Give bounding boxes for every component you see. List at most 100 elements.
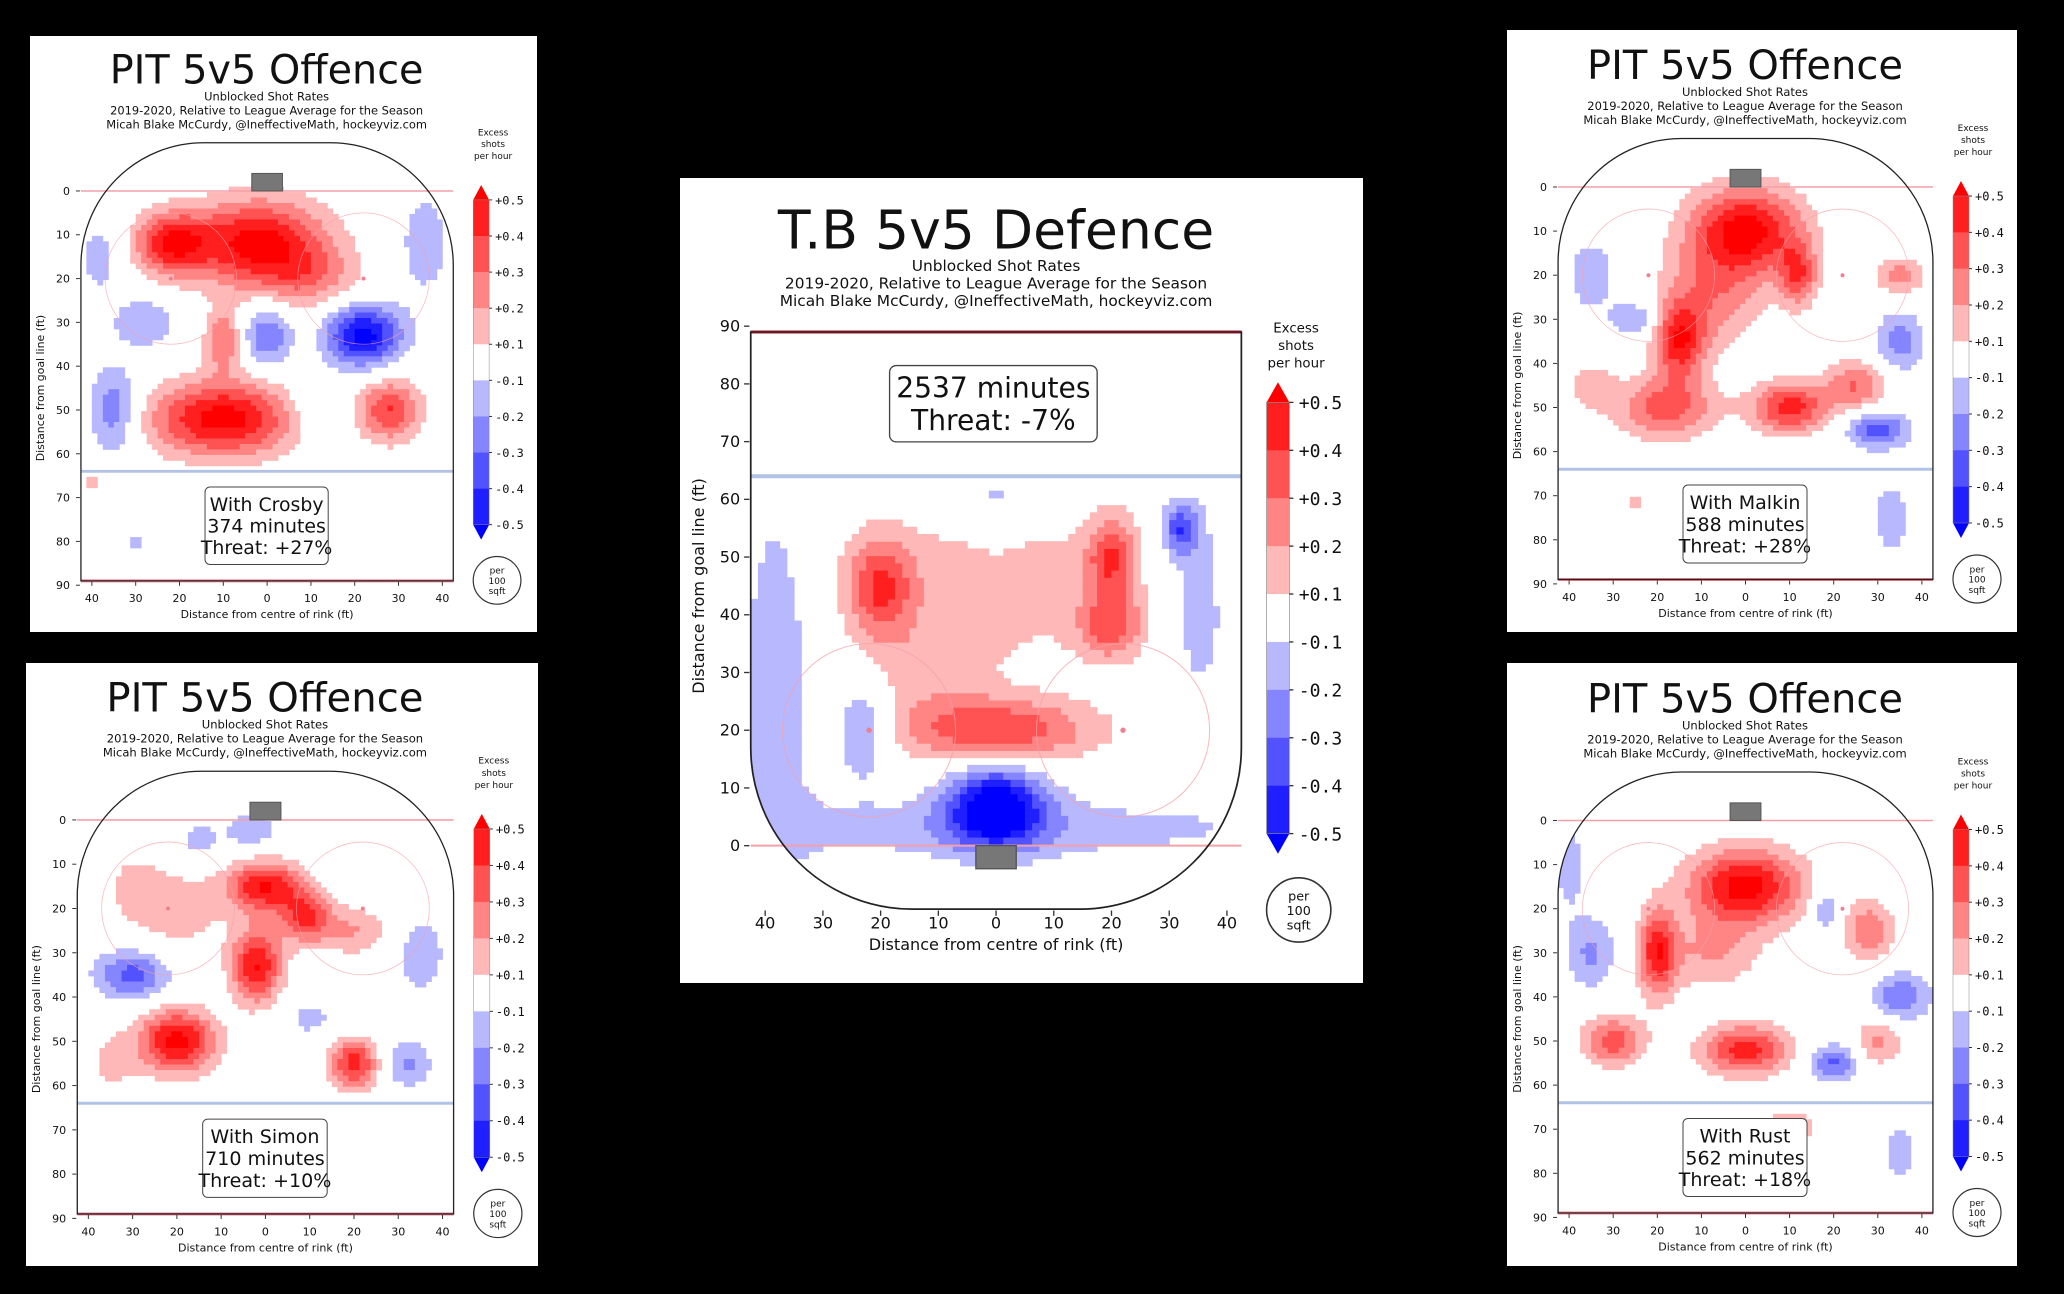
heat-cell	[1613, 320, 1647, 327]
heat-cell	[270, 992, 277, 999]
heat-cell	[320, 892, 333, 899]
heat-cell	[1712, 854, 1779, 861]
heat-cell	[1032, 735, 1076, 744]
heat-cell	[289, 213, 312, 220]
heat-cell	[931, 851, 983, 860]
heat-cell	[1855, 926, 1884, 933]
heat-cell	[1734, 1025, 1757, 1032]
heat-cell	[152, 235, 164, 242]
heat-cell	[1024, 815, 1040, 824]
heat-cell	[276, 981, 288, 988]
heat-cell	[256, 405, 273, 412]
heat-cell	[420, 203, 432, 209]
heat-cell	[931, 743, 1055, 751]
heat-cell	[858, 584, 874, 593]
heat-cell	[1811, 408, 1829, 415]
heat-cell	[212, 339, 235, 346]
heat-cell	[265, 953, 277, 960]
heat-cell	[215, 1047, 228, 1054]
heat-cell	[278, 323, 290, 330]
heat-cell	[108, 389, 120, 396]
heat-cell	[1883, 314, 1917, 321]
heat-cell	[382, 323, 394, 330]
heat-cell	[1089, 555, 1105, 564]
heat-cell	[1850, 386, 1857, 393]
heat-cell	[1828, 408, 1846, 415]
heat-cell	[1032, 793, 1040, 802]
heat-cell	[91, 383, 131, 390]
heat-cell	[1723, 953, 1757, 960]
heat-cell	[404, 411, 416, 417]
heat-cell	[121, 970, 145, 977]
heat-cell	[1635, 948, 1642, 955]
heat-cell	[228, 372, 252, 379]
heat-cell	[1872, 992, 1884, 999]
heat-cell	[289, 427, 301, 434]
heat-cell	[916, 606, 1076, 614]
heat-cell	[1795, 226, 1807, 233]
heat-cell	[1082, 591, 1098, 600]
heat-cell	[1712, 882, 1730, 889]
heat-cell	[299, 274, 323, 281]
heat-cell	[1053, 793, 1076, 802]
heat-cell	[1872, 1042, 1884, 1049]
heat-cell	[1872, 386, 1884, 393]
heat-cell	[1684, 193, 1713, 200]
heat-cell	[1877, 347, 1895, 354]
heat-cell	[119, 394, 131, 401]
heat-cell	[1695, 314, 1708, 321]
heat-cell	[837, 584, 853, 593]
y-tick-label: 0	[1540, 181, 1547, 194]
heat-cell	[1558, 882, 1581, 889]
heat-cell	[1701, 882, 1713, 889]
heat-cell	[163, 257, 208, 264]
heat-cell	[184, 405, 213, 412]
heat-cell	[245, 422, 263, 428]
colorbar-segment	[1266, 689, 1290, 739]
heat-cell	[1899, 430, 1912, 437]
colorbar-label: per hour	[475, 781, 514, 791]
colorbar-tick-label: +0.2	[1975, 298, 2004, 312]
heat-cell	[1861, 397, 1879, 404]
heat-cell	[1075, 728, 1113, 737]
heat-cell	[1756, 1025, 1785, 1032]
heat-cell	[267, 389, 290, 396]
heat-cell	[1169, 497, 1199, 506]
heat-cell	[1855, 425, 1868, 432]
heat-cell	[1877, 507, 1906, 514]
heat-cell	[981, 786, 1012, 795]
heat-cell	[371, 438, 410, 445]
heat-cell	[1673, 975, 1735, 982]
heat-cell	[349, 345, 378, 352]
heat-cell	[837, 591, 853, 600]
colorbar-extend-max	[1953, 181, 1969, 196]
heat-cell	[168, 197, 252, 204]
heat-cell	[1773, 1053, 1785, 1060]
heat-cell	[1712, 1036, 1724, 1043]
heat-cell	[1580, 248, 1603, 255]
heat-cell	[1668, 375, 1686, 382]
heat-cell	[392, 1059, 405, 1065]
heat-cell	[299, 235, 317, 242]
faceoff-circle	[1581, 842, 1716, 976]
heat-cell	[293, 915, 316, 922]
heat-cell	[226, 987, 239, 994]
heat-cell	[365, 1047, 371, 1054]
heat-cell	[119, 389, 131, 396]
heat-cell	[1883, 320, 1917, 327]
heat-cell	[382, 394, 399, 401]
heat-cell	[1618, 325, 1642, 332]
colorbar-segment	[473, 938, 490, 976]
heat-cell	[1701, 370, 1713, 376]
heat-cell	[1850, 436, 1862, 443]
x-tick-label: 30	[1871, 591, 1885, 604]
heat-cell	[858, 526, 918, 535]
heat-cell	[343, 268, 361, 275]
heat-cell	[1822, 370, 1846, 376]
heat-cell	[750, 750, 802, 759]
heat-cell	[1596, 1025, 1631, 1032]
heat-cell	[1125, 620, 1141, 629]
heat-cell	[1795, 204, 1813, 211]
faceoff-circle	[297, 212, 430, 345]
heat-cell	[278, 394, 290, 401]
